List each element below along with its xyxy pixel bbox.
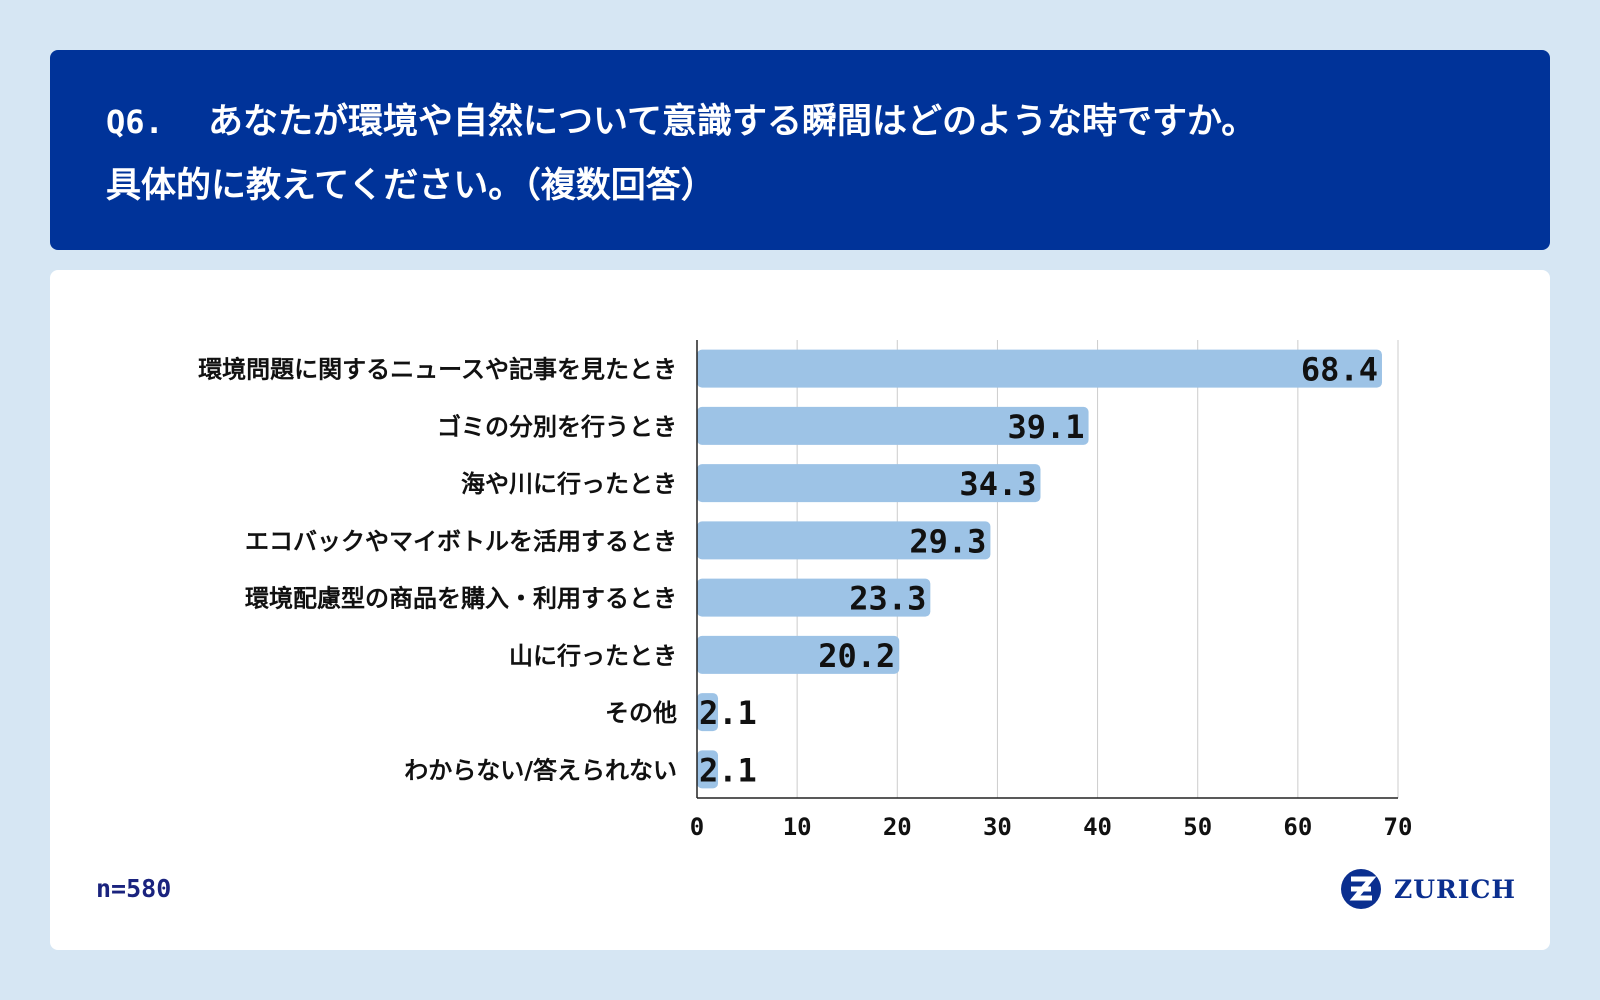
bar-chart: 環境問題に関するニュースや記事を見たとき 68.4 ゴミの分別を行うとき 39.1 海や… (198, 340, 1413, 841)
category-label: エコバックやマイボトルを活用するとき (245, 527, 677, 555)
bar (697, 578, 931, 617)
zurich-logo: ZURICH (1340, 868, 1516, 910)
zurich-logo-icon (1340, 869, 1381, 909)
bar (697, 464, 1041, 503)
zurich-logo-text: ZURICH (1393, 874, 1516, 904)
question-header: Q6. あなたが環境や自然について意識する瞬間はどのような時ですか。 具体的に教え… (50, 50, 1550, 250)
data-label: 20.2 (818, 637, 895, 675)
x-tick-label: 60 (1283, 813, 1312, 841)
category-label: その他 (605, 699, 677, 727)
bar (697, 693, 719, 732)
data-label: 2.1 (699, 751, 757, 789)
x-tick-label: 30 (983, 813, 1012, 841)
category-label: 海や川に行ったとき (461, 470, 677, 498)
bar (697, 521, 991, 560)
x-tick-label: 10 (783, 813, 812, 841)
question-text: あなたが環境や自然について意識する瞬間はどのような時ですか。 (208, 102, 1257, 142)
bar (697, 406, 1089, 445)
data-label: 29.3 (909, 522, 986, 560)
bar (697, 635, 900, 674)
category-label: 環境配慮型の商品を購入・利用するとき (245, 585, 677, 613)
bar (697, 750, 719, 789)
category-label: ゴミの分別を行うとき (437, 413, 677, 441)
question-number: Q6. (106, 103, 164, 141)
x-tick-label: 0 (690, 813, 704, 841)
x-tick-label: 40 (1083, 813, 1112, 841)
category-label: わからない/答えられない (404, 756, 677, 784)
x-tick-label: 20 (883, 813, 912, 841)
question-line-1: Q6. あなたが環境や自然について意識する瞬間はどのような時ですか。 (106, 90, 1494, 154)
chart-panel: 環境問題に関するニュースや記事を見たとき 68.4 ゴミの分別を行うとき 39.1 海や… (50, 270, 1550, 950)
bar (697, 349, 1382, 388)
sample-size: n=580 (96, 874, 172, 903)
data-label: 39.1 (1007, 408, 1084, 446)
data-label: 68.4 (1301, 351, 1378, 389)
x-tick-label: 70 (1384, 813, 1413, 841)
category-label: 環境問題に関するニュースや記事を見たとき (198, 356, 677, 384)
data-label: 34.3 (959, 465, 1036, 503)
category-label: 山に行ったとき (509, 642, 677, 670)
data-label: 23.3 (849, 580, 926, 618)
question-line-2: 具体的に教えてください。（複数回答） (106, 166, 716, 206)
data-label: 2.1 (699, 694, 757, 732)
x-tick-label: 50 (1183, 813, 1212, 841)
